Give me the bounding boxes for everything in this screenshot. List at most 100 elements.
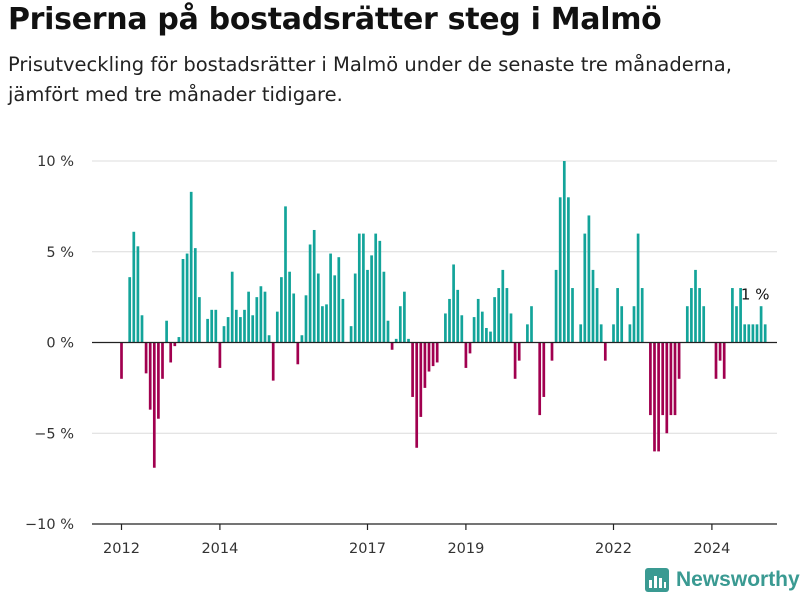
bar bbox=[616, 288, 619, 343]
bar bbox=[292, 293, 296, 343]
bar bbox=[735, 306, 738, 343]
bar bbox=[173, 342, 177, 347]
bar bbox=[247, 291, 250, 343]
bar bbox=[308, 244, 312, 343]
bar bbox=[263, 291, 267, 343]
bar bbox=[567, 197, 570, 343]
bar bbox=[181, 259, 185, 343]
bar bbox=[243, 309, 246, 343]
bar bbox=[636, 233, 640, 343]
bar bbox=[280, 277, 283, 343]
bar bbox=[230, 271, 234, 343]
last-value-annotation: 1 % bbox=[741, 285, 770, 303]
bar bbox=[763, 324, 767, 343]
bar bbox=[628, 324, 632, 343]
y-tick-label: 5 % bbox=[46, 245, 74, 261]
bar bbox=[603, 342, 607, 361]
x-tick-label: 2017 bbox=[349, 541, 386, 557]
bar bbox=[378, 240, 382, 343]
bar bbox=[759, 306, 763, 343]
bar bbox=[690, 288, 693, 343]
bars bbox=[120, 161, 767, 468]
bar bbox=[558, 197, 562, 343]
tick-labels: −10 % −5 % 0 % 5 % 10 % 2012 2014 2017 2019 2022 2… bbox=[25, 154, 769, 557]
bar bbox=[460, 315, 464, 343]
bar bbox=[587, 215, 591, 343]
bar bbox=[456, 289, 460, 343]
bar bbox=[612, 324, 615, 343]
bar bbox=[353, 273, 357, 343]
bar bbox=[136, 246, 140, 343]
bar bbox=[444, 313, 447, 343]
y-tick-label: 10 % bbox=[37, 154, 74, 170]
bar bbox=[489, 331, 492, 343]
bar bbox=[718, 342, 722, 361]
bar bbox=[169, 342, 173, 363]
bar bbox=[275, 311, 279, 343]
bar bbox=[751, 324, 755, 343]
bar bbox=[472, 317, 476, 343]
bar bbox=[480, 311, 484, 343]
bar bbox=[505, 288, 509, 343]
bar bbox=[649, 342, 652, 416]
bar bbox=[411, 342, 414, 397]
bar bbox=[640, 288, 644, 343]
bar bbox=[591, 269, 595, 343]
bar bbox=[349, 326, 353, 343]
axes bbox=[92, 341, 777, 530]
bar bbox=[530, 306, 533, 343]
bar bbox=[599, 324, 603, 343]
bar bbox=[366, 269, 369, 343]
x-tick-label: 2014 bbox=[201, 541, 238, 557]
bar bbox=[452, 264, 455, 343]
brand-name: Newsworthy bbox=[676, 568, 800, 591]
bar bbox=[161, 342, 164, 379]
bar bbox=[251, 315, 255, 343]
bar bbox=[140, 315, 144, 343]
bar bbox=[226, 317, 230, 343]
bar bbox=[657, 342, 660, 452]
bar bbox=[595, 288, 599, 343]
bar bbox=[669, 342, 673, 416]
bar bbox=[542, 342, 546, 397]
bar bbox=[509, 313, 513, 343]
bar bbox=[501, 269, 505, 343]
bar bbox=[329, 253, 332, 343]
bar bbox=[370, 255, 373, 343]
bar bbox=[653, 342, 656, 452]
bar bbox=[398, 306, 402, 343]
bar bbox=[321, 306, 324, 343]
bar bbox=[731, 288, 734, 343]
bar bbox=[661, 342, 665, 416]
bar bbox=[255, 297, 259, 343]
bar bbox=[513, 342, 517, 379]
brand-logo: Newsworthy bbox=[645, 568, 800, 592]
bar bbox=[423, 342, 427, 388]
x-tick-label: 2019 bbox=[447, 541, 484, 557]
bar bbox=[476, 298, 480, 343]
bar bbox=[210, 309, 214, 343]
bar bbox=[259, 286, 263, 343]
bar bbox=[431, 342, 435, 367]
bar bbox=[357, 233, 361, 343]
bar bbox=[300, 335, 304, 343]
bar bbox=[288, 271, 291, 343]
bar bbox=[386, 320, 390, 343]
bar bbox=[755, 324, 759, 343]
bar bbox=[485, 327, 488, 343]
bar bbox=[341, 298, 345, 343]
bar bbox=[632, 306, 636, 343]
bar bbox=[526, 324, 529, 343]
x-tick-label: 2012 bbox=[103, 541, 140, 557]
bar bbox=[284, 206, 287, 343]
bar bbox=[435, 342, 439, 363]
y-tick-label: −10 % bbox=[25, 517, 74, 533]
bar bbox=[562, 161, 566, 343]
bar bbox=[222, 326, 226, 343]
chart-subtitle: Prisutveckling för bostadsrätter i Malmö… bbox=[8, 53, 732, 106]
bar bbox=[239, 317, 242, 343]
bar bbox=[144, 342, 148, 374]
bar bbox=[722, 342, 726, 379]
bar bbox=[312, 229, 316, 343]
